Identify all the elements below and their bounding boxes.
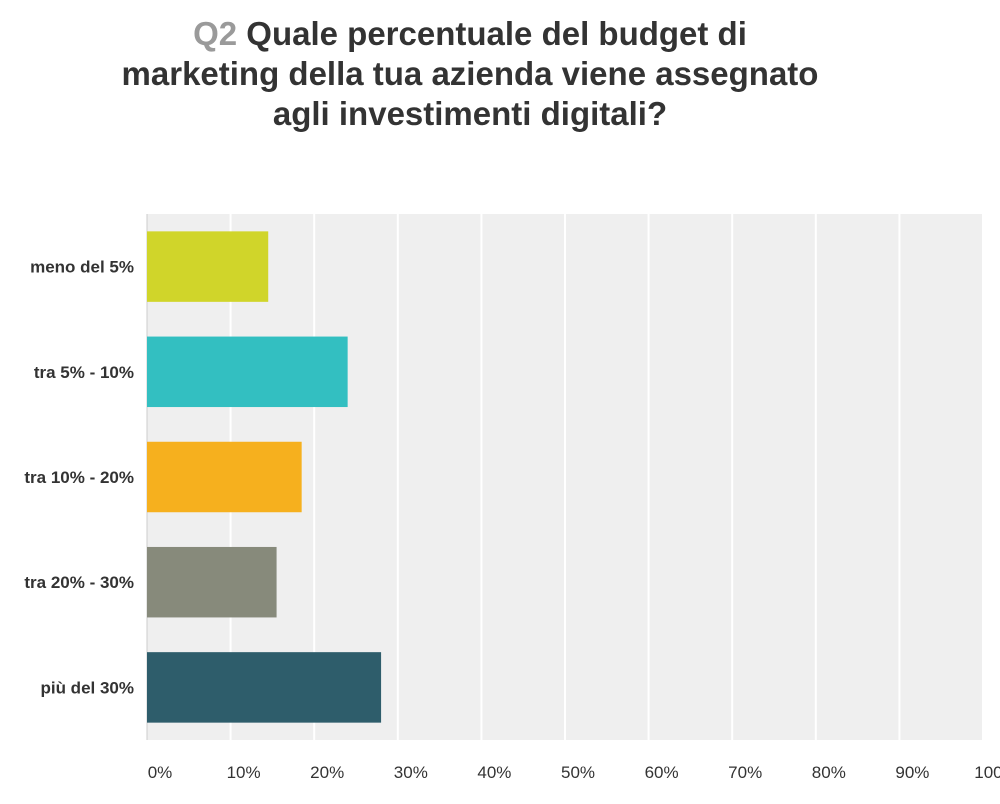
category-label-3: tra 20% - 30%	[24, 573, 134, 592]
bar-4	[147, 652, 382, 723]
x-tick-label-1: 10%	[227, 763, 261, 782]
x-tick-label-6: 60%	[645, 763, 679, 782]
x-tick-label-8: 80%	[812, 763, 846, 782]
bar-0	[147, 231, 269, 302]
category-label-1: tra 5% - 10%	[34, 363, 134, 382]
bar-2	[147, 441, 302, 513]
x-tick-label-4: 40%	[477, 763, 511, 782]
x-tick-label-9: 90%	[895, 763, 929, 782]
x-tick-label-10: 100%	[974, 763, 1000, 782]
chart-title: Q2 Quale percentuale del budget di marke…	[120, 14, 820, 134]
question-number: Q2	[193, 15, 238, 52]
x-tick-label-7: 70%	[728, 763, 762, 782]
x-tick-label-2: 20%	[310, 763, 344, 782]
bar-1	[147, 336, 348, 408]
x-tick-label-0: 0%	[148, 763, 173, 782]
x-tick-label-5: 50%	[561, 763, 595, 782]
category-label-4: più del 30%	[40, 678, 134, 697]
bar-3	[147, 546, 277, 618]
category-label-2: tra 10% - 20%	[24, 468, 134, 487]
x-tick-label-3: 30%	[394, 763, 428, 782]
question-text: Quale percentuale del budget di marketin…	[121, 15, 819, 132]
category-label-0: meno del 5%	[30, 258, 134, 277]
